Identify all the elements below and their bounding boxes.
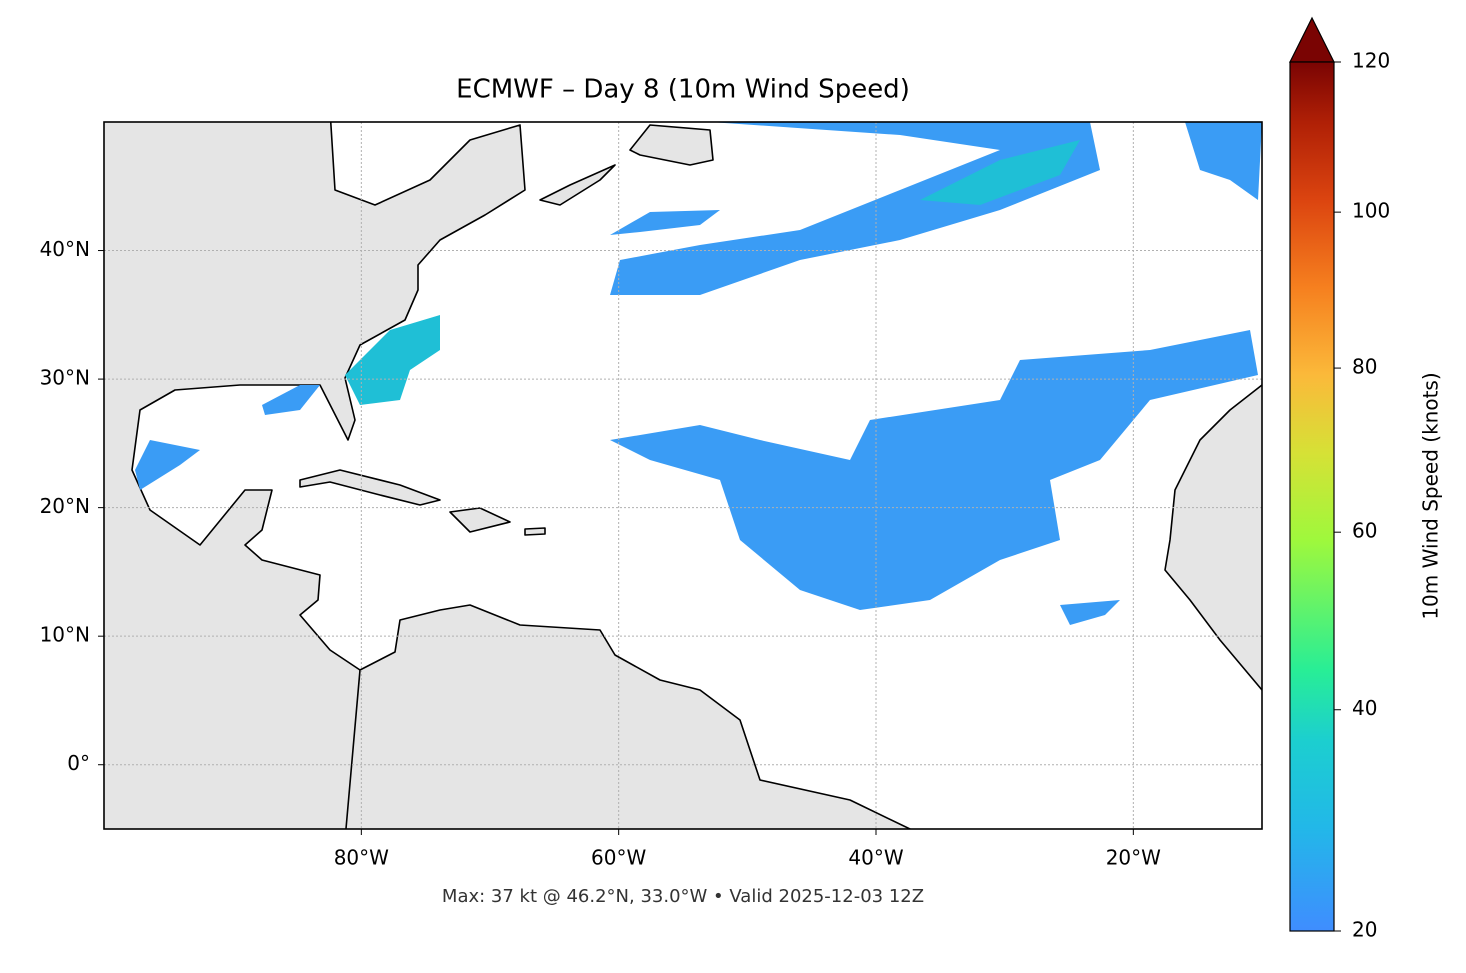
wind-area — [1185, 122, 1262, 200]
map-frame — [103, 121, 1263, 830]
title: ECMWF – Day 8 (10m Wind Speed) — [456, 75, 910, 105]
cuba — [299, 469, 441, 506]
colorbar-tick-label: 20 — [1352, 918, 1377, 942]
axes: 80°W 60°W 40°W 20°W 0° 10°N 20°N 30°N 40°N — [40, 237, 1162, 869]
colorbar-tick-label: 120 — [1352, 49, 1390, 73]
map-layer — [104, 122, 1262, 829]
x-tick-label: 20°W — [1106, 846, 1161, 870]
wind-area — [135, 440, 200, 490]
x-tick-label: 60°W — [591, 846, 646, 870]
caption: Max: 37 kt @ 46.2°N, 33.0°W • Valid 2025… — [442, 886, 924, 907]
x-tick-label: 80°W — [334, 846, 389, 870]
colorbar — [1289, 61, 1335, 932]
south-america — [345, 604, 912, 829]
wind-area — [262, 385, 320, 415]
wind-area — [345, 315, 440, 405]
wind-area — [610, 122, 1100, 295]
nova-scotia — [539, 164, 616, 206]
colorbar-tick-label: 40 — [1352, 696, 1377, 720]
north-america — [104, 122, 526, 829]
wind-area — [920, 140, 1080, 205]
y-tick-label: 40°N — [40, 237, 90, 261]
colorbar-extend — [1289, 16, 1335, 63]
colorbar-label: 10m Wind Speed (knots) — [1419, 372, 1443, 619]
y-tick-label: 10°N — [40, 623, 90, 647]
grid — [104, 122, 1262, 829]
wind-area — [1060, 600, 1120, 625]
wind-area — [610, 210, 720, 235]
colorbar-tick-label: 100 — [1352, 199, 1390, 223]
y-tick-label: 20°N — [40, 494, 90, 518]
colorbar-tick-label: 60 — [1352, 519, 1377, 543]
colorbar-tick-label: 80 — [1352, 355, 1377, 379]
y-tick-label: 30°N — [40, 366, 90, 390]
x-tick-label: 40°W — [848, 846, 903, 870]
puerto-rico — [524, 527, 546, 536]
hispaniola — [449, 507, 511, 533]
newfoundland — [629, 124, 714, 166]
y-tick-label: 0° — [67, 751, 90, 775]
wind-area — [610, 330, 1258, 610]
africa — [1164, 383, 1262, 691]
